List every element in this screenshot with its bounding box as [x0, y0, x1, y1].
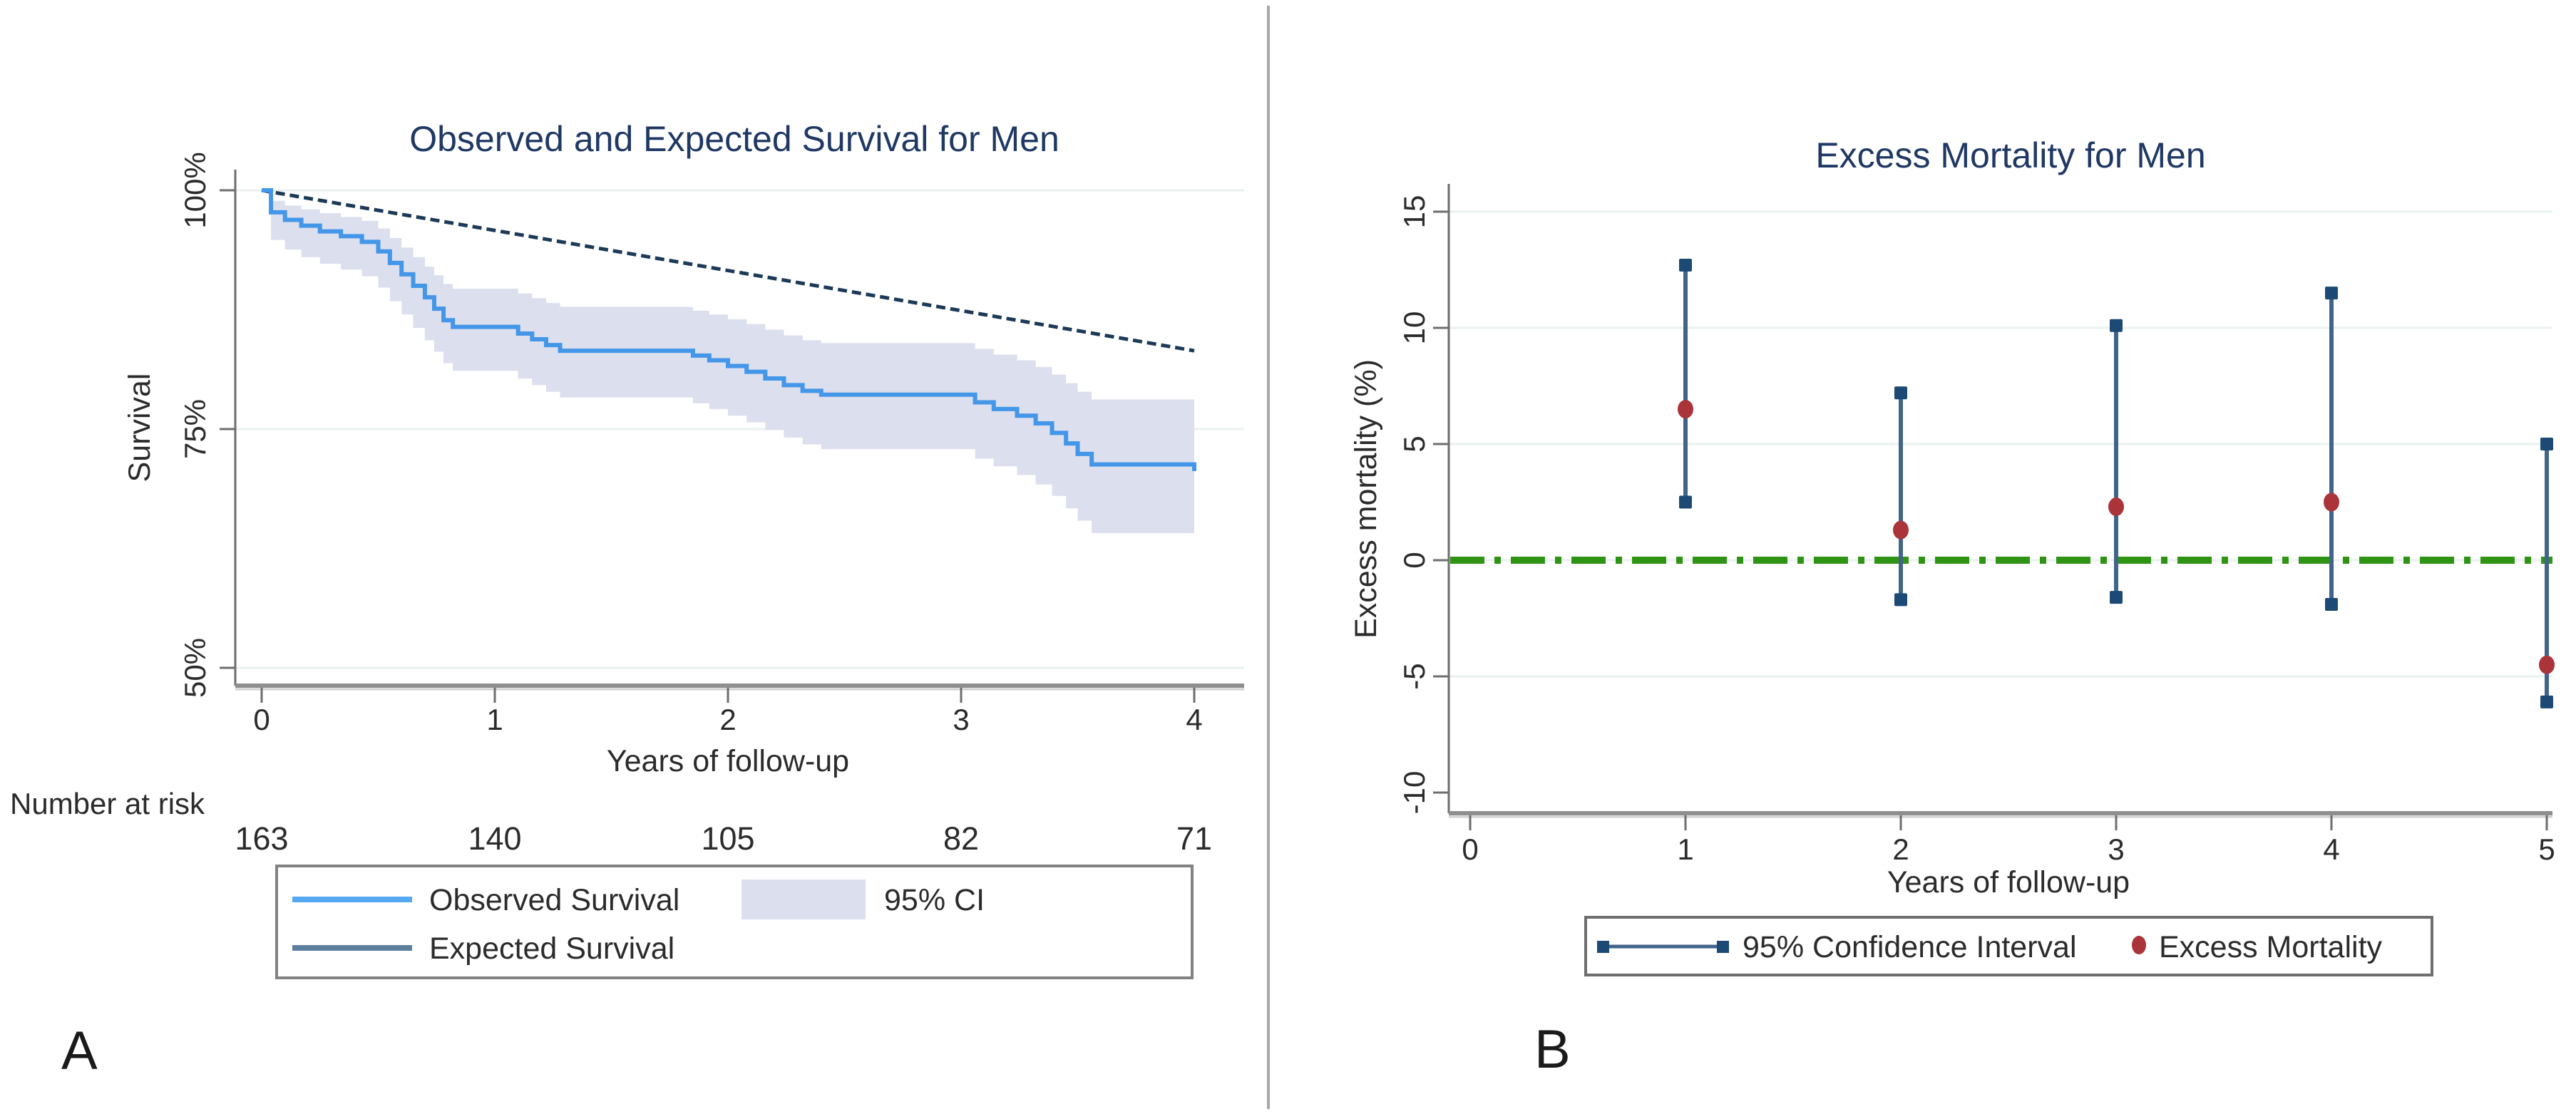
- x-tick-label: 5: [2538, 832, 2555, 866]
- excess-mortality-point: [1678, 400, 1693, 419]
- ci-high-marker: [1894, 386, 1907, 400]
- number-at-risk-label: Number at risk: [10, 787, 205, 820]
- ci-low-marker: [2110, 591, 2123, 604]
- excess-mortality-point: [2108, 497, 2124, 517]
- ci-high-marker: [2110, 319, 2123, 332]
- y-tick-label: 0: [1397, 552, 1431, 568]
- panel-a-legend: Observed Survival 95% CI Expected Surviv…: [275, 865, 1194, 979]
- ci-high-marker: [2325, 287, 2338, 300]
- panel-a-plot: 100% 75% 50% 0 1 2 3 4: [178, 152, 1244, 736]
- x-tick-label: 4: [1186, 703, 1202, 736]
- x-tick-label: 1: [486, 703, 503, 736]
- legend-ci-square-right: [1717, 941, 1729, 953]
- x-tick-label: 3: [953, 703, 969, 736]
- x-tick-label: 0: [1462, 832, 1478, 866]
- panel-a-letter: A: [61, 1021, 98, 1081]
- excess-mortality-point: [1893, 520, 1909, 540]
- y-tick-label: 100%: [178, 152, 212, 228]
- panel-a-xlabel: Years of follow-up: [607, 744, 849, 778]
- ci-high-marker: [2540, 438, 2553, 450]
- observed-survival-line: [262, 188, 1196, 471]
- legend-excess-dot: [2132, 936, 2146, 954]
- x-tick-label: 2: [1892, 832, 1909, 866]
- legend-box: [275, 865, 1194, 979]
- number-at-risk-row: 163 140 105 82 71: [235, 820, 1212, 857]
- legend-ci-label: 95% Confidence Interval: [1743, 930, 2077, 964]
- number-at-risk-value: 105: [701, 820, 754, 857]
- panel-b-title: Excess Mortality for Men: [1815, 135, 2205, 175]
- excess-mortality-point: [2539, 655, 2555, 674]
- x-tick-label: 2: [719, 703, 736, 736]
- panel-b: Excess Mortality for Men 15 10 5 0 -5 -10 0 1 2 3…: [1349, 135, 2555, 1080]
- x-tick-label: 4: [2323, 832, 2339, 866]
- x-tick-label: 1: [1677, 832, 1693, 866]
- panel-a-ylabel: Survival: [123, 373, 157, 483]
- y-tick-label: 15: [1397, 195, 1431, 229]
- ci-high-marker: [1679, 258, 1692, 272]
- panel-a-title: Observed and Expected Survival for Men: [409, 119, 1059, 159]
- ci-low-marker: [2325, 597, 2338, 611]
- excess-mortality-point: [2324, 492, 2339, 512]
- x-tick-label: 0: [253, 703, 270, 736]
- ci-low-marker: [2540, 695, 2553, 708]
- number-at-risk-value: 140: [468, 820, 521, 857]
- legend-ci-square-left: [1597, 941, 1609, 953]
- number-at-risk-value: 163: [235, 820, 288, 857]
- panel-a: Observed and Expected Survival for Men 1…: [10, 119, 1244, 1081]
- y-tick-label: 5: [1397, 435, 1431, 452]
- panel-divider: [1267, 6, 1270, 1109]
- y-tick-label: 10: [1397, 311, 1431, 345]
- legend-excess-label: Excess Mortality: [2159, 930, 2383, 964]
- x-tick-label: 3: [2108, 832, 2124, 866]
- panel-b-xlabel: Years of follow-up: [1887, 865, 2130, 899]
- expected-survival-line: [261, 188, 1195, 353]
- panel-b-legend: 95% Confidence Interval Excess Mortality: [1584, 916, 2433, 976]
- y-tick-label: 50%: [178, 638, 212, 698]
- y-tick-label: 75%: [178, 399, 212, 459]
- ci-low-marker: [1679, 495, 1692, 509]
- y-tick-label: -10: [1397, 771, 1431, 815]
- number-at-risk-value: 71: [1176, 820, 1212, 857]
- panel-b-plot: 15 10 5 0 -5 -10 0 1 2 3 4 5: [1397, 184, 2555, 866]
- number-at-risk-value: 82: [943, 820, 979, 857]
- ci-low-marker: [1894, 593, 1907, 607]
- legend-ci-swatch: [742, 880, 866, 919]
- legend-ci-label: 95% CI: [884, 883, 985, 917]
- panel-b-ylabel: Excess mortality (%): [1349, 359, 1383, 639]
- legend-observed-label: Observed Survival: [429, 883, 679, 917]
- panel-b-letter: B: [1534, 1019, 1571, 1080]
- legend-expected-label: Expected Survival: [429, 932, 674, 966]
- y-tick-label: -5: [1397, 663, 1431, 689]
